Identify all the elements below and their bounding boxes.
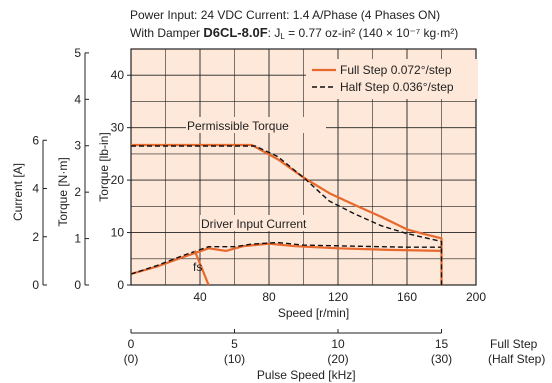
- y-axis-label-current: Current [A]: [11, 163, 25, 221]
- driver-input-current-label: Driver Input Current: [201, 217, 307, 231]
- current-tick-label: 2: [32, 230, 39, 244]
- current-label-background: [200, 215, 322, 231]
- pulse-full-tick-label: 5: [231, 337, 238, 351]
- pulse-half-step-label: (Half Step): [488, 352, 545, 366]
- fs-label: fs: [193, 260, 202, 274]
- fs-curve: [193, 250, 210, 286]
- header-line-2-prefix: With Damper: [130, 26, 203, 40]
- torque-label-background: [186, 117, 326, 133]
- legend: Full Step 0.072°/step Half Step 0.036°/s…: [306, 59, 478, 99]
- x-tick-label: 200: [466, 290, 486, 304]
- legend-label-full-step: Full Step 0.072°/step: [340, 63, 452, 77]
- pulse-half-tick-label: (20): [327, 352, 348, 366]
- pulse-half-tick-label: (0): [124, 352, 139, 366]
- nm-tick-label: 2: [74, 185, 81, 199]
- header-line-1: Power Input: 24 VDC Current: 1.4 A/Phase…: [130, 8, 440, 22]
- pulse-full-tick-label: 15: [435, 337, 449, 351]
- nm-tick-label: 3: [74, 139, 81, 153]
- current-tick-label: 0: [32, 278, 39, 292]
- nm-tick-label: 5: [74, 46, 81, 60]
- pulse-full-tick-label: 0: [128, 337, 135, 351]
- damper-model: D6CL-8.0F: [203, 25, 267, 40]
- pulse-full-tick-label: 10: [331, 337, 345, 351]
- pulse-half-tick-label: (10): [224, 352, 245, 366]
- header-line-2-sub: L: [280, 32, 285, 41]
- current-tick-label: 4: [32, 182, 39, 196]
- current-curve-full-step: [130, 242, 442, 276]
- legend-label-half-step: Half Step 0.036°/step: [340, 80, 454, 94]
- y-tick-label: 40: [111, 68, 125, 82]
- header-line-2: With Damper D6CL-8.0F: JL = 0.77 oz-in² …: [130, 25, 458, 41]
- nm-tick-label: 1: [74, 232, 81, 246]
- permissible-torque-label: Permissible Torque: [187, 119, 289, 133]
- y-tick-label: 30: [111, 121, 125, 135]
- x-tick-label: 120: [328, 290, 348, 304]
- y-tick-label: 0: [117, 278, 124, 292]
- y-axis-label-nm: Torque [N·m]: [56, 157, 70, 226]
- nm-tick-label: 4: [74, 92, 81, 106]
- torque-curve-full-step: [131, 143, 443, 285]
- pulse-half-tick-label: (30): [431, 352, 452, 366]
- y-axis-label-lbin: Torque [lb-in]: [97, 132, 111, 201]
- y-tick-label: 10: [111, 226, 125, 240]
- pulse-axis-label: Pulse Speed [kHz]: [257, 368, 356, 382]
- nm-tick-label: 0: [74, 278, 81, 292]
- x-tick-label: 40: [193, 290, 207, 304]
- header-line-2-suffix: : J: [268, 26, 281, 40]
- header-line-2-rest: = 0.77 oz-in² (140 × 10⁻⁷ kg·m²): [285, 26, 458, 40]
- plot-frame: [130, 48, 477, 286]
- legend-background: [306, 59, 478, 99]
- pulse-full-step-label: Full Step: [490, 337, 538, 351]
- series-layer: [130, 143, 443, 286]
- torque-curve-half-step: [131, 145, 443, 285]
- current-tick-label: 6: [32, 133, 39, 147]
- x-tick-label: 80: [262, 290, 276, 304]
- x-tick-label: 160: [397, 290, 417, 304]
- x-axis-label: Speed [r/min]: [278, 306, 349, 320]
- y-tick-label: 20: [111, 173, 125, 187]
